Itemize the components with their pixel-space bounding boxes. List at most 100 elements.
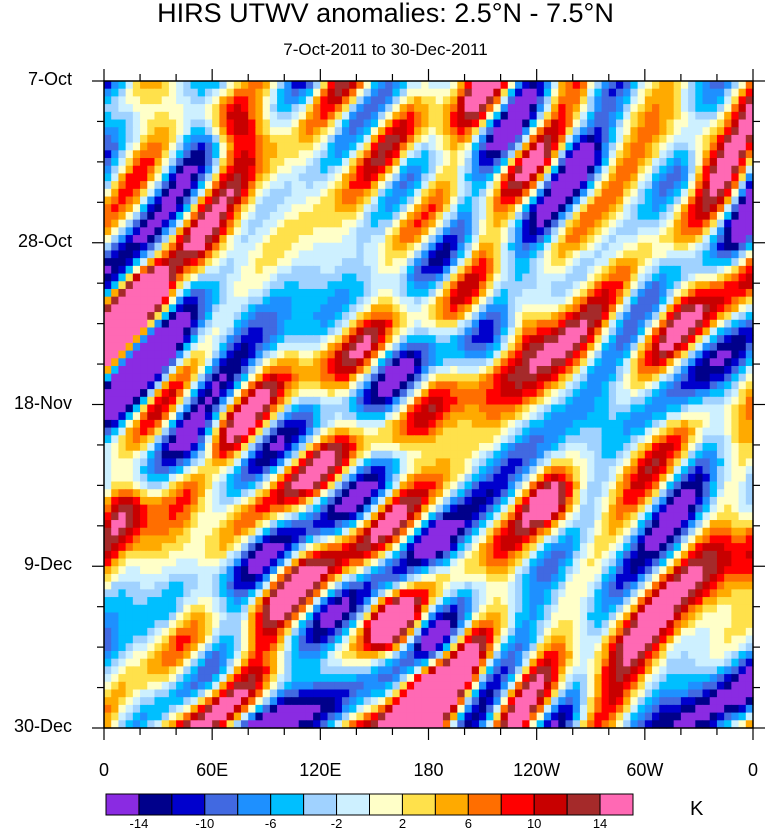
heatmap-cell: [320, 188, 329, 198]
heatmap-cell: [565, 304, 574, 313]
heatmap-cell: [298, 504, 307, 513]
heatmap-cell: [399, 88, 408, 97]
heatmap-cell: [493, 419, 502, 429]
heatmap-cell: [277, 258, 285, 267]
heatmap-cell: [226, 181, 235, 190]
heatmap-cell: [731, 342, 740, 352]
heatmap-cell: [118, 273, 127, 282]
heatmap-cell: [421, 365, 430, 375]
heatmap-cell: [363, 473, 372, 483]
heatmap-cell: [132, 358, 141, 367]
heatmap-cell: [551, 150, 559, 159]
heatmap-cell: [637, 104, 646, 113]
heatmap-cell: [587, 296, 595, 305]
heatmap-cell: [464, 158, 473, 167]
heatmap-cell: [709, 134, 718, 144]
heatmap-cell: [435, 412, 444, 421]
heatmap-cell: [457, 427, 466, 436]
heatmap-cell: [414, 450, 422, 460]
heatmap-cell: [406, 396, 415, 406]
heatmap-cell: [478, 496, 487, 506]
heatmap-cell: [579, 96, 588, 105]
heatmap-cell: [233, 358, 242, 367]
heatmap-cell: [168, 88, 177, 97]
heatmap-cell: [291, 211, 300, 221]
heatmap-cell: [132, 258, 141, 267]
heatmap-cell: [399, 481, 408, 490]
heatmap-cell: [176, 319, 184, 329]
heatmap-cell: [248, 119, 257, 128]
heatmap-cell: [594, 181, 603, 190]
heatmap-cell: [197, 365, 206, 375]
heatmap-cell: [529, 165, 538, 175]
heatmap-cell: [385, 304, 394, 313]
heatmap-cell: [579, 265, 588, 275]
heatmap-cell: [298, 419, 307, 429]
heatmap-cell: [507, 88, 516, 97]
heatmap-cell: [168, 319, 177, 329]
heatmap-cell: [277, 312, 285, 321]
heatmap-cells: [104, 81, 754, 729]
heatmap-cell: [558, 81, 567, 90]
heatmap-cell: [709, 273, 718, 282]
heatmap-cell: [298, 142, 307, 151]
heatmap-cell: [515, 389, 523, 398]
heatmap-cell: [176, 104, 184, 113]
heatmap-cell: [565, 435, 574, 444]
heatmap-cell: [507, 211, 516, 221]
heatmap-cell: [522, 473, 531, 483]
heatmap-cell: [709, 258, 718, 267]
heatmap-cell: [601, 435, 610, 444]
heatmap-cell: [587, 81, 595, 90]
heatmap-cell: [666, 427, 675, 436]
heatmap-cell: [464, 88, 473, 97]
heatmap-cell: [500, 396, 509, 406]
heatmap-cell: [204, 119, 213, 128]
heatmap-cell: [565, 173, 574, 182]
heatmap-cell: [457, 342, 466, 352]
heatmap-cell: [176, 373, 184, 382]
heatmap-cell: [551, 350, 559, 359]
heatmap-cell: [695, 227, 704, 236]
heatmap-cell: [493, 304, 502, 313]
heatmap-cell: [515, 373, 523, 382]
heatmap-cell: [486, 365, 494, 375]
heatmap-cell: [291, 319, 300, 329]
heatmap-cell: [637, 165, 646, 175]
heatmap-cell: [536, 204, 545, 213]
heatmap-cell: [435, 443, 444, 452]
heatmap-cell: [269, 404, 278, 413]
heatmap-cell: [313, 250, 321, 259]
heatmap-cell: [241, 473, 249, 483]
heatmap-cell: [334, 327, 343, 336]
heatmap-cell: [226, 304, 235, 313]
heatmap-cell: [709, 211, 718, 221]
heatmap-cell: [125, 265, 134, 275]
heatmap-cell: [370, 104, 379, 113]
heatmap-cell: [421, 319, 430, 329]
heatmap-cell: [515, 342, 523, 352]
heatmap-cell: [161, 412, 170, 421]
heatmap-cell: [269, 427, 278, 436]
heatmap-cell: [724, 227, 732, 236]
heatmap-cell: [147, 242, 156, 252]
heatmap-cell: [313, 81, 321, 90]
heatmap-cell: [212, 350, 220, 359]
heatmap-cell: [522, 165, 531, 175]
heatmap-cell: [637, 88, 646, 97]
heatmap-cell: [241, 381, 249, 390]
heatmap-cell: [341, 296, 350, 305]
heatmap-cell: [118, 419, 127, 429]
heatmap-cell: [464, 142, 473, 151]
heatmap-cell: [608, 265, 617, 275]
heatmap-cell: [716, 327, 725, 336]
heatmap-cell: [435, 473, 444, 483]
heatmap-cell: [709, 327, 718, 336]
heatmap-cell: [154, 119, 163, 128]
heatmap-cell: [341, 196, 350, 205]
heatmap-cell: [406, 365, 415, 375]
heatmap-cell: [493, 235, 502, 244]
heatmap-cell: [666, 173, 675, 182]
heatmap-cell: [399, 288, 408, 298]
